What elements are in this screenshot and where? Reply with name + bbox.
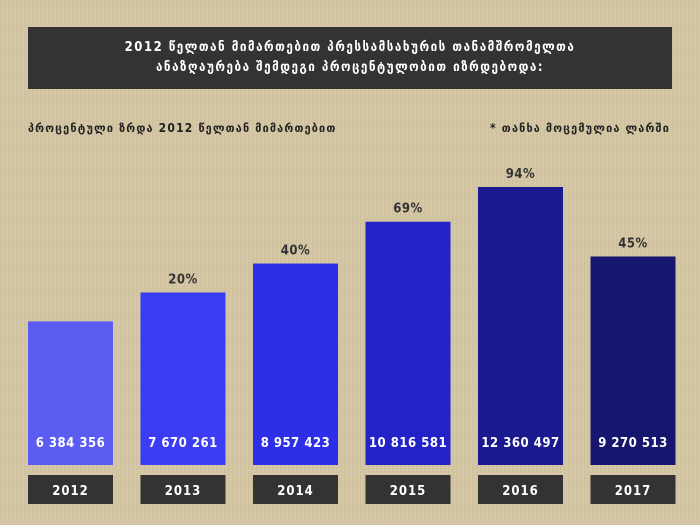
year-box-2015 (365, 475, 451, 504)
value-label-2013: 7 670 261 (148, 436, 218, 451)
year-label-2013: 2013 (165, 484, 202, 499)
percent-label-2015: 69% (393, 202, 423, 217)
year-box-2013 (140, 475, 226, 504)
value-label-2016: 12 360 497 (481, 436, 559, 451)
year-label-2012: 2012 (52, 484, 89, 499)
year-label-2017: 2017 (615, 484, 652, 499)
year-box-2012 (28, 475, 113, 504)
bar-2012 (28, 321, 113, 465)
year-label-2014: 2014 (277, 484, 314, 499)
bar-2014 (253, 263, 338, 465)
chart-subtitle: პროცენტული ზრდა 2012 წელთან მიმართებით (28, 121, 337, 135)
bar-2017 (590, 256, 676, 465)
value-label-2015: 10 816 581 (369, 436, 447, 451)
year-box-2017 (590, 475, 676, 504)
year-label-2016: 2016 (502, 484, 539, 499)
value-label-2017: 9 270 513 (598, 436, 668, 451)
value-label-2012: 6 384 356 (36, 436, 106, 451)
bar-2015 (365, 221, 451, 465)
currency-note: * თანხა მოცემულია ლარში (490, 121, 670, 135)
year-box-2016 (478, 475, 563, 504)
percent-label-2013: 20% (168, 272, 198, 287)
value-label-2014: 8 957 423 (261, 436, 331, 451)
percent-label-2016: 94% (506, 167, 536, 182)
bar-2016 (478, 187, 563, 465)
bar-2013 (140, 292, 226, 465)
percent-label-2017: 45% (618, 236, 648, 251)
title-line-1: 2012 წელთან მიმართებით პრესსამსახურის თა… (124, 40, 576, 55)
title-box: 2012 წელთან მიმართებით პრესსამსახურის თა… (28, 27, 672, 89)
title-line-2: ანაზღაურება შემდეგი პროცენტულობით იზრდებ… (155, 60, 545, 75)
year-label-2015: 2015 (390, 484, 427, 499)
year-box-2014 (253, 475, 338, 504)
percent-label-2014: 40% (281, 244, 311, 259)
